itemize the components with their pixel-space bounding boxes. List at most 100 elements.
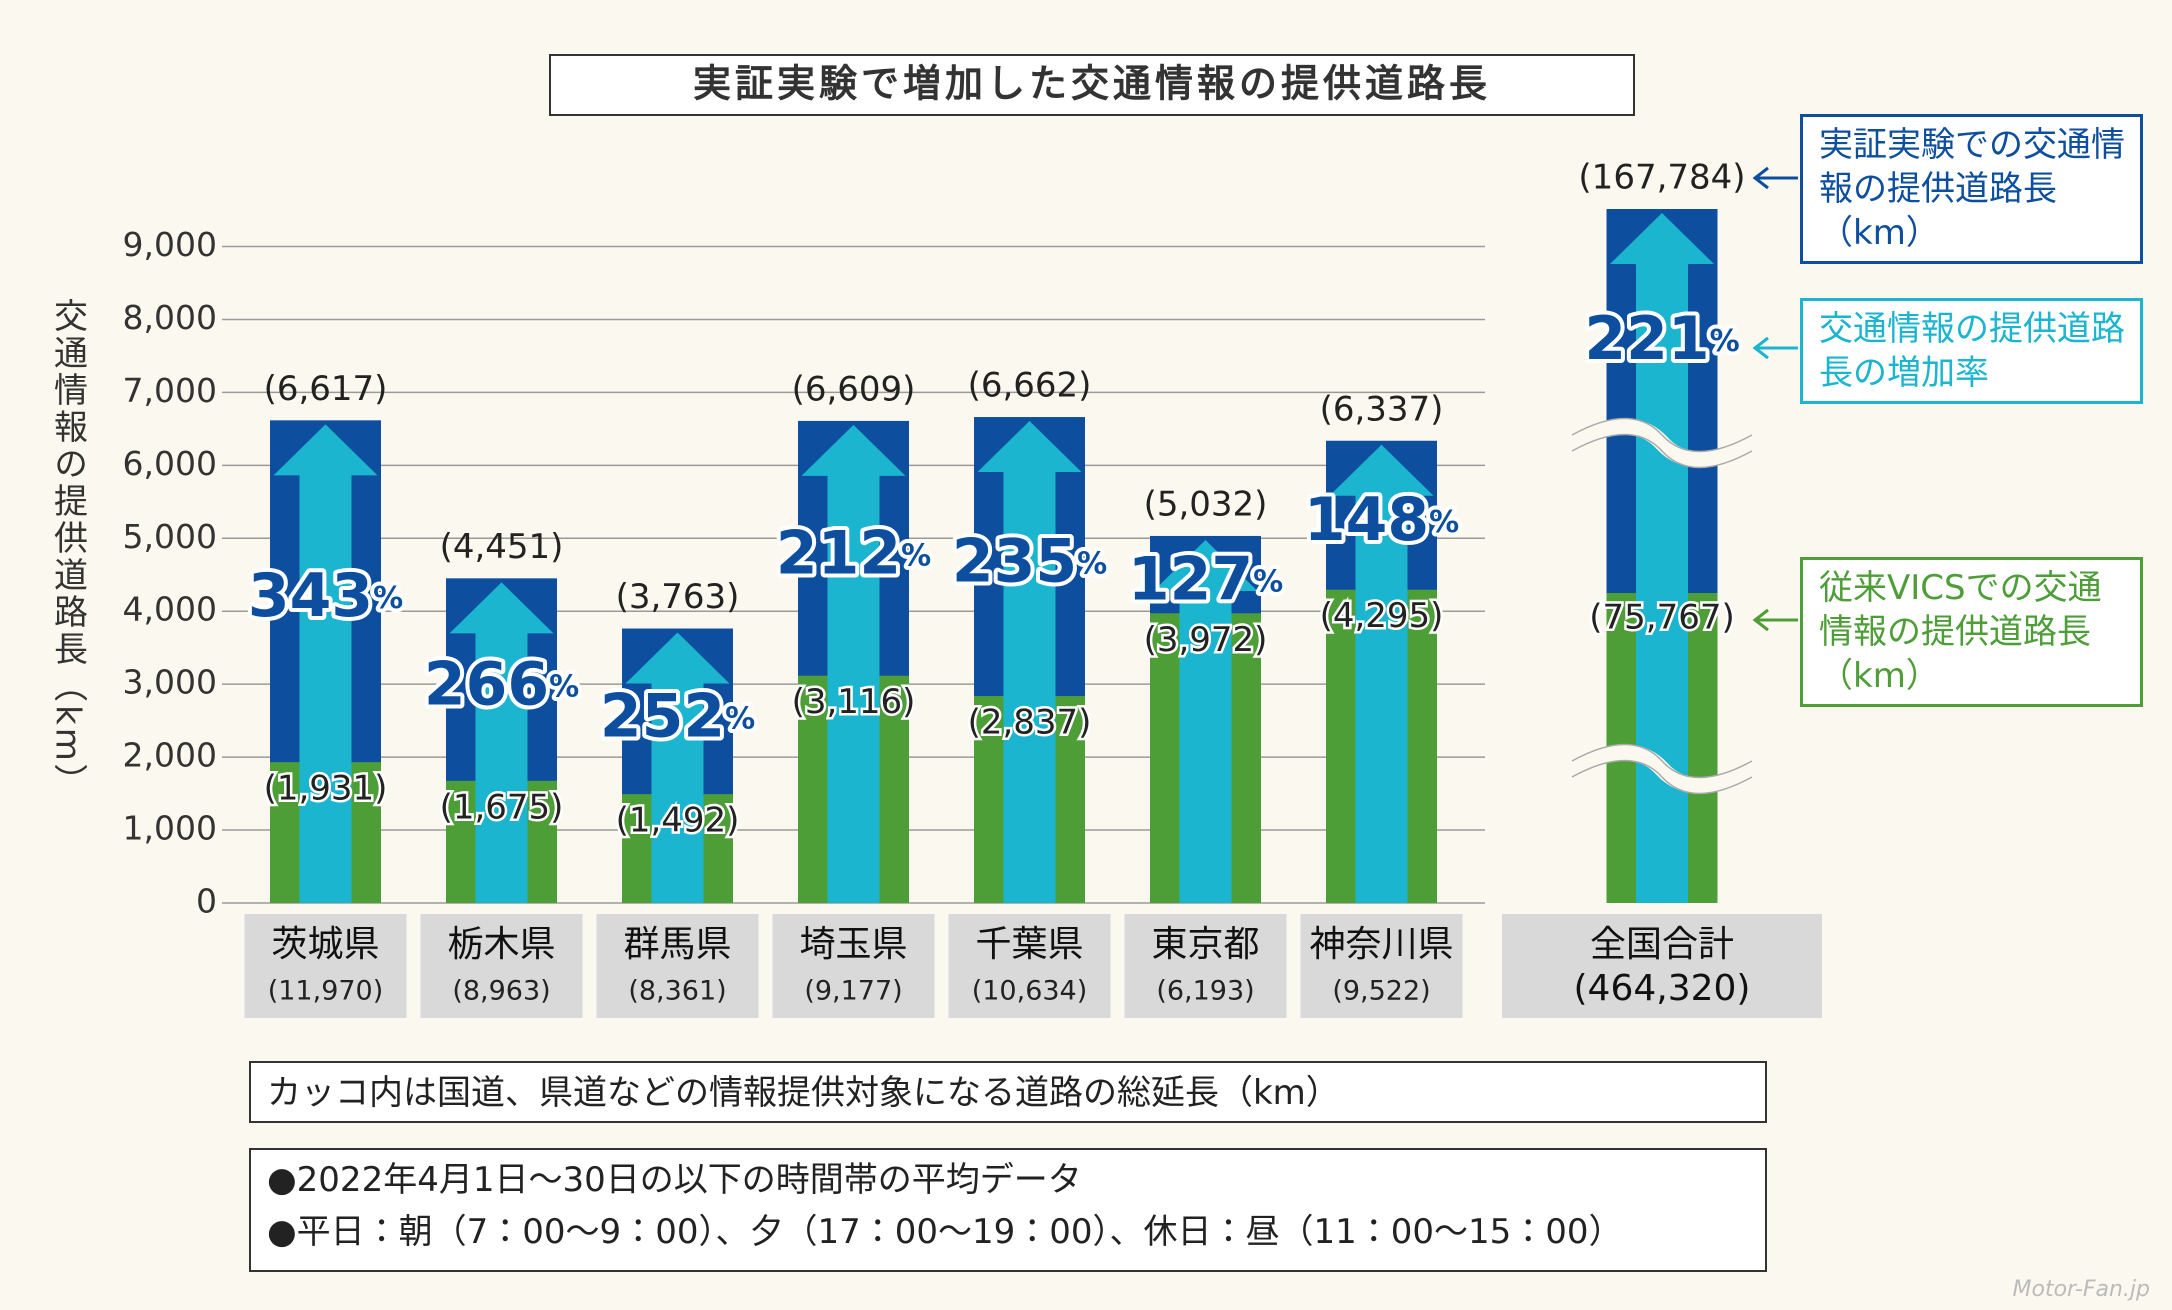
x-tick-label: 神奈川県 <box>1309 924 1453 965</box>
rate-value: 343 <box>248 561 373 631</box>
x-tick-sublabel: (9,522) <box>1332 976 1430 1007</box>
rate-value: 148 <box>1304 485 1429 555</box>
rate-unit: % <box>373 581 403 616</box>
rate-unit: % <box>725 701 755 736</box>
rate-label: 127% <box>1128 544 1283 614</box>
rate-label: 266% <box>424 649 579 719</box>
value-label: (6,609) <box>792 369 916 409</box>
rate-value: 266 <box>424 649 549 719</box>
value-label: (3,972) <box>1144 620 1268 660</box>
note: カッコ内は国道、県道などの情報提供対象になる道路の総延長（km） <box>249 1061 1767 1123</box>
category-box <box>948 914 1111 1018</box>
x-tick-label: 全国合計 <box>1590 924 1734 965</box>
value-label: (5,032) <box>1144 484 1268 524</box>
value-label: (6,337) <box>1320 389 1444 429</box>
y-tick-label: 0 <box>196 882 217 921</box>
x-tick-sublabel: (11,970) <box>268 976 384 1007</box>
value-label: (4,451) <box>440 527 564 567</box>
y-tick-label: 1,000 <box>123 809 217 848</box>
rate-unit: % <box>1710 324 1740 359</box>
category-box <box>1300 914 1463 1018</box>
y-tick-label: 9,000 <box>123 225 217 264</box>
x-tick-sublabel: (9,177) <box>804 976 902 1007</box>
rate-value: 212 <box>776 518 901 588</box>
x-tick-sublabel: (8,963) <box>452 976 550 1007</box>
rate-unit: % <box>901 538 931 573</box>
y-tick-label: 7,000 <box>123 371 217 410</box>
rate-unit: % <box>1429 505 1459 540</box>
category-box <box>596 914 759 1018</box>
legend-arrows <box>1752 166 1798 632</box>
axis-break <box>1568 418 1756 468</box>
note: ●2022年4月1日〜30日の以下の時間帯の平均データ <box>267 1160 1082 1200</box>
axis-break-edge <box>1571 743 1753 779</box>
rate-label: 235% <box>952 526 1107 596</box>
note: ●平日：朝（7：00〜9：00）、夕（17：00〜19：00）、休日：昼（11：… <box>267 1212 1623 1252</box>
value-label: (1,675) <box>440 787 564 827</box>
arrow <box>625 632 730 903</box>
legend-entry: 実証実験での交通情報の提供道路長（km） <box>1800 114 2143 264</box>
arrow <box>977 421 1082 903</box>
rate-value: 235 <box>952 526 1077 596</box>
axis-break-edge <box>1571 433 1753 469</box>
rate-unit: % <box>1253 564 1283 599</box>
x-tick-label: 栃木県 <box>447 924 555 965</box>
value-label: (3,763) <box>616 577 740 617</box>
watermark: Motor-Fan.jp <box>2013 1277 2150 1302</box>
value-label: (2,837) <box>968 703 1092 743</box>
rate-label: 343% <box>248 561 403 631</box>
axis-break-edge <box>1571 759 1753 795</box>
rate-label: 148% <box>1304 485 1459 555</box>
y-tick-label: 2,000 <box>123 736 217 775</box>
rate-label: 221% <box>1584 304 1739 374</box>
y-tick-label: 8,000 <box>123 298 217 337</box>
y-tick-label: 4,000 <box>123 590 217 629</box>
category-box <box>1124 914 1287 1018</box>
category-box <box>1502 914 1822 1018</box>
arrow <box>1610 213 1714 903</box>
value-label: (3,116) <box>792 682 916 722</box>
chart-title: 実証実験で増加した交通情報の提供道路長 <box>693 62 1491 106</box>
x-tick-sublabel: (10,634) <box>972 976 1088 1007</box>
value-label: (4,295) <box>1320 596 1444 636</box>
axis-break-edge <box>1571 417 1753 453</box>
y-tick-label: 3,000 <box>123 663 217 702</box>
x-tick-label: 茨城県 <box>271 924 379 965</box>
x-tick-label: 東京都 <box>1151 924 1259 965</box>
category-box <box>772 914 935 1018</box>
note-box: ●2022年4月1日〜30日の以下の時間帯の平均データ ●平日：朝（7：00〜9… <box>249 1148 1767 1272</box>
arrow <box>1329 444 1434 903</box>
legend-arrow <box>1752 166 1798 190</box>
rate-value: 221 <box>1584 304 1709 374</box>
arrow <box>273 424 378 903</box>
x-tick-label: 群馬県 <box>623 924 731 965</box>
x-tick-sublabel: (6,193) <box>1156 976 1254 1007</box>
arrow <box>449 582 554 903</box>
axis-break <box>1568 744 1756 794</box>
rate-label: 252% <box>600 681 755 751</box>
legend-entry: 交通情報の提供道路長の増加率 <box>1800 298 2143 404</box>
rate-label: 212% <box>776 518 931 588</box>
category-box <box>244 914 407 1018</box>
x-tick-label: 千葉県 <box>975 924 1083 965</box>
arrow <box>1153 539 1258 903</box>
value-label: (6,662) <box>968 366 1092 406</box>
category-box <box>420 914 583 1018</box>
legend-arrow <box>1752 608 1798 632</box>
rate-value: 252 <box>600 681 725 751</box>
x-tick-sublabel: (8,361) <box>628 976 726 1007</box>
x-tick-sublabel: (464,320) <box>1574 968 1751 1009</box>
legend-arrow <box>1752 336 1798 360</box>
y-axis-label: 交通情報の提供道路長（km） <box>48 298 88 801</box>
legend-entry: 従来VICSでの交通情報の提供道路長（km） <box>1800 557 2143 707</box>
arrow <box>801 424 906 903</box>
y-tick-label: 5,000 <box>123 517 217 556</box>
value-label: (1,492) <box>616 801 740 841</box>
rate-unit: % <box>1077 546 1107 581</box>
value-label: (167,784) <box>1578 158 1745 198</box>
title-box <box>549 54 1635 116</box>
x-tick-label: 埼玉県 <box>799 924 907 965</box>
value-label: (75,767) <box>1589 598 1735 638</box>
